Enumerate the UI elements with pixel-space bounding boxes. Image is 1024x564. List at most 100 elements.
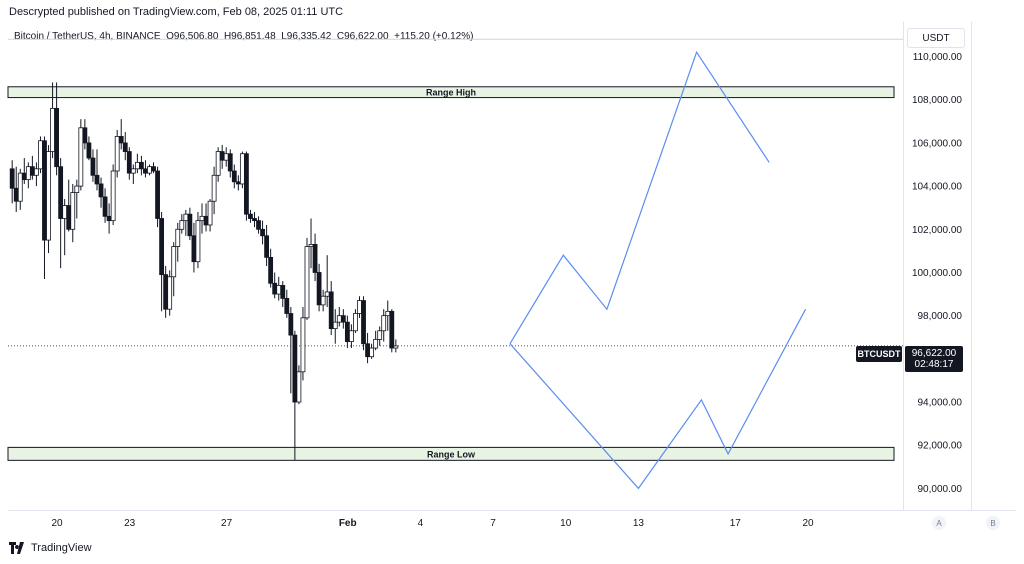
candle-body (340, 315, 346, 323)
candle-body (159, 218, 165, 276)
candle-body (118, 136, 124, 144)
candle-body (288, 313, 294, 336)
candle-body (365, 343, 370, 358)
candle-body (244, 153, 249, 215)
candle-body (29, 166, 35, 176)
candle-body (171, 246, 177, 278)
last-price-symbol-tag: BTCUSDT (856, 346, 902, 362)
candle-body (312, 244, 318, 273)
range-zone-label: Range Low (427, 449, 476, 459)
projection-path-0 (509, 50, 770, 345)
candle-body (357, 300, 362, 314)
candle-body (17, 172, 23, 202)
tradingview-logo-icon (9, 542, 24, 554)
candle-body (260, 228, 265, 237)
candle-body (50, 107, 55, 152)
candle-body (21, 172, 27, 181)
candle-body (130, 168, 136, 174)
candle-body (155, 170, 160, 219)
candle-body (134, 161, 140, 170)
candle-body (191, 235, 197, 263)
candle-body (42, 140, 47, 241)
auto-scale-button[interactable]: A (932, 516, 946, 530)
candle-body (98, 183, 104, 198)
ohlc-close: C96,622.00 (336, 31, 389, 42)
candle-body (46, 151, 51, 241)
candle-body (34, 168, 39, 176)
candle-body (256, 220, 261, 230)
candle-body (62, 205, 68, 219)
candle-body (102, 196, 108, 217)
candle-body (308, 244, 314, 247)
candle-body (284, 297, 290, 314)
projection-path-1 (509, 308, 807, 490)
ohlc-low: L96,335.42 (281, 31, 332, 42)
candle-body (248, 213, 253, 219)
right-panel (971, 22, 1017, 510)
range-zone-0 (7, 86, 895, 99)
candle-body (300, 317, 306, 373)
candle-body (114, 136, 120, 172)
candle-body (235, 181, 241, 185)
candle-body (332, 321, 338, 330)
candle-body (25, 166, 31, 181)
candle-body (78, 127, 84, 187)
candle-body (219, 151, 225, 161)
candle-body (385, 310, 391, 317)
candle-body (272, 282, 278, 295)
candle-body (183, 213, 189, 222)
candle-body (316, 272, 322, 306)
candle-body (344, 321, 350, 342)
price-axis[interactable] (903, 22, 972, 510)
candle-body (70, 192, 76, 230)
candle-body (280, 285, 286, 299)
time-axis[interactable] (8, 510, 1016, 533)
ohlc-change: +115.20 (+0.12%) (394, 31, 474, 42)
candle-body (252, 218, 257, 222)
publish-header: Descrypted published on TradingView.com,… (9, 6, 344, 18)
candle-body (276, 285, 282, 295)
candle-body (239, 153, 245, 185)
candle-body (207, 200, 213, 226)
last-price-tag: 96,622.00 02:48:17 (905, 346, 963, 372)
tradingview-logo[interactable]: TradingView (9, 542, 92, 554)
candle-body (296, 371, 302, 403)
candle-body (122, 142, 128, 152)
currency-button[interactable]: USDT (907, 28, 965, 48)
candle-body (151, 166, 156, 172)
candle-body (163, 274, 169, 310)
candle-body (90, 157, 96, 176)
candle-body (377, 330, 383, 340)
candle-body (66, 205, 72, 230)
candle-body (227, 153, 233, 172)
candle-body (320, 295, 326, 306)
range-zone-1 (7, 446, 895, 461)
candle-body (203, 215, 209, 226)
candle-body (54, 107, 60, 168)
candle-body (353, 313, 358, 332)
candle-body (110, 170, 116, 222)
candle-body (139, 161, 144, 170)
candle-body (304, 246, 310, 319)
candle-body (106, 215, 112, 222)
range-zone-label: Range High (426, 88, 476, 98)
symbol-name: Bitcoin / TetherUS, 4h, BINANCE (14, 31, 161, 42)
candle-body (38, 140, 43, 170)
candle-body (328, 291, 334, 330)
tradingview-logo-text: TradingView (31, 542, 92, 554)
candle-body (13, 187, 19, 202)
candle-body (167, 276, 173, 310)
candle-body (143, 168, 148, 174)
log-scale-button[interactable]: B (986, 516, 1000, 530)
candle-body (147, 166, 152, 174)
candle-body (187, 213, 193, 237)
candle-body (94, 174, 100, 185)
candle-body (211, 174, 217, 202)
candle-body (175, 228, 181, 247)
candle-body (58, 166, 64, 219)
symbol-info: Bitcoin / TetherUS, 4h, BINANCE O96,506.… (14, 31, 473, 42)
candle-body (264, 235, 270, 258)
candle-body (199, 215, 205, 222)
candle-body (223, 153, 229, 161)
